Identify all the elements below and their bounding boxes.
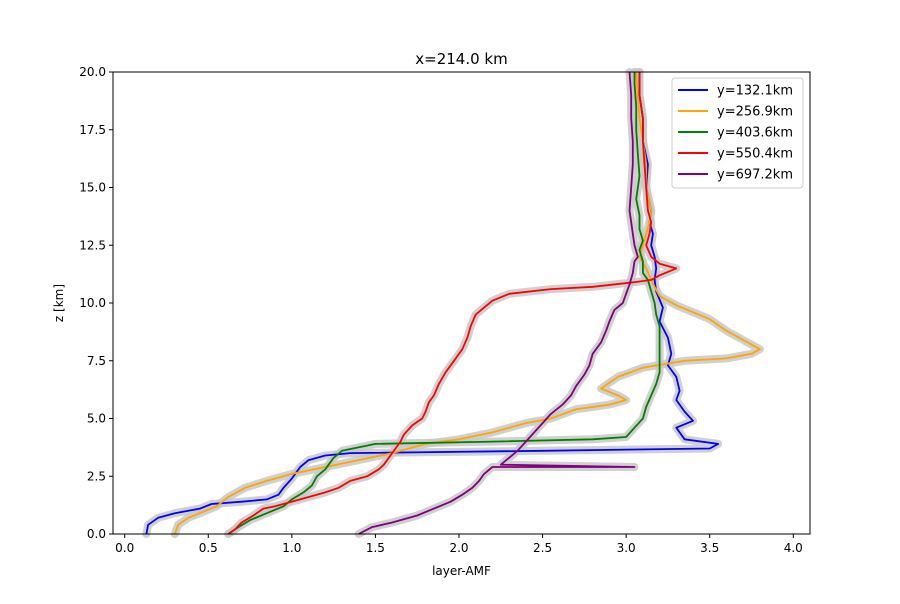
x-tick-label: 4.0 — [784, 541, 803, 555]
x-tick-label: 0.0 — [115, 541, 134, 555]
y-tick-label: 2.5 — [87, 469, 106, 483]
series-line — [227, 72, 661, 535]
y-tick-label: 0.0 — [87, 527, 106, 541]
legend-label: y=256.9km — [717, 105, 793, 120]
y-tick-label: 20.0 — [79, 65, 106, 79]
series-line — [173, 71, 761, 535]
y-tick-label: 10.0 — [79, 296, 106, 310]
series-line — [358, 71, 639, 535]
x-tick-label: 0.5 — [199, 541, 218, 555]
series-lines — [145, 71, 761, 535]
x-tick-label: 1.0 — [282, 541, 301, 555]
x-tick-label: 2.5 — [533, 541, 552, 555]
legend-box — [671, 77, 804, 189]
y-tick-label: 12.5 — [79, 238, 106, 252]
legend-label: y=403.6km — [717, 126, 793, 141]
x-tick-label: 3.5 — [700, 541, 719, 555]
chart-title: x=214.0 km — [415, 50, 507, 68]
y-tick-label: 5.0 — [87, 412, 106, 426]
x-axis-label: layer-AMF — [432, 564, 491, 578]
x-tick-label: 2.0 — [449, 541, 468, 555]
y-tick-label: 17.5 — [79, 123, 106, 137]
y-tick-label: 15.0 — [79, 181, 106, 195]
legend: y=132.1km y=256.9km y=403.6km y=550.4km y=69… — [671, 77, 804, 189]
legend-label: y=550.4km — [717, 147, 793, 162]
x-tick-label: 3.0 — [617, 541, 636, 555]
y-axis: 0.0 2.5 5.0 7.5 10.0 12.5 15.0 17.5 20.0 — [79, 65, 113, 541]
legend-label: y=697.2km — [717, 168, 793, 183]
legend-label: y=132.1km — [717, 84, 793, 99]
series-line — [227, 72, 678, 535]
y-axis-label: z [km] — [52, 284, 66, 322]
x-axis: 0.0 0.5 1.0 1.5 2.0 2.5 3.0 3.5 4.0 — [115, 534, 803, 555]
y-tick-label: 7.5 — [87, 354, 106, 368]
x-tick-label: 1.5 — [366, 541, 385, 555]
